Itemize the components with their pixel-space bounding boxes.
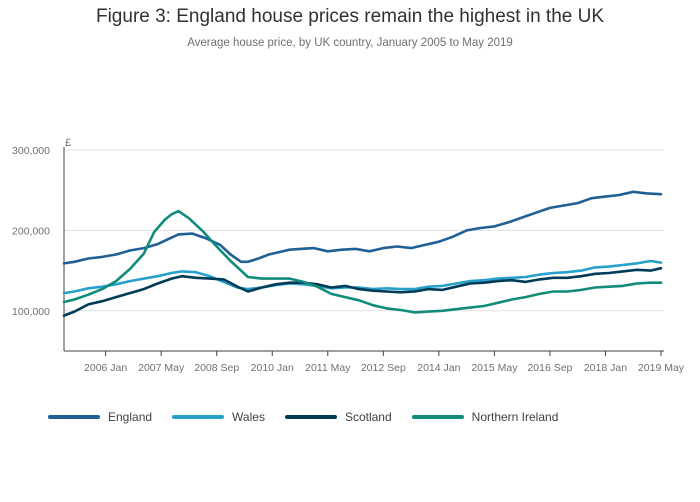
x-tick-label: 2011 May [305,362,351,374]
legend-label: Wales [232,410,265,424]
legend-swatch [284,415,337,419]
series-line-scotland [62,266,663,317]
x-tick-label: 2006 Jan [84,362,127,374]
x-tick-label: 2015 May [471,362,518,374]
x-tick-label: 2012 Sep [361,362,406,374]
x-tick-label: 2018 Jan [584,362,627,374]
x-tick-label: 2016 Sep [527,362,572,374]
gridlines [64,149,664,312]
legend-swatch [48,415,100,419]
legend-label: Northern Ireland [471,410,559,424]
y-tick-label: 200,000 [12,225,50,237]
series-line-england [62,190,663,265]
legend-item-england: England [48,408,152,426]
series-line-wales [62,259,663,295]
chart-subtitle: Average house price, by UK country, Janu… [187,37,513,49]
x-tick-label: 2019 May [638,362,685,374]
line-chart: 100,000 200,000 300,000 £2006 Jan 2007 May 20… [12,137,685,374]
y-tick-label: 300,000 [12,145,50,157]
x-tick-label: 2014 Jan [417,362,460,374]
legend-item-scotland: Scotland [284,408,392,426]
legend-label: Scotland [344,410,392,424]
legend: England Wales Scotland Northern Ireland [48,408,578,426]
y-tick-label: 100,000 [12,306,50,318]
legend-swatch [172,415,225,419]
legend-item-wales: Wales [172,408,265,426]
chart-title: Figure 3: England house prices remain th… [95,6,605,27]
legend-swatch [411,415,464,419]
series-lines [62,190,663,317]
legend-label: England [108,410,153,424]
series-line-northern-ireland [62,209,663,314]
y-axis-label: £ [65,137,71,149]
x-tick-label: 2010 Jan [251,362,294,374]
legend-item-northern-ireland: Northern Ireland [411,408,559,426]
x-tick-label: 2007 May [138,362,185,374]
x-tick-label: 2008 Sep [194,362,239,374]
axes: 100,000 200,000 300,000 £2006 Jan 2007 May 20… [12,137,685,374]
